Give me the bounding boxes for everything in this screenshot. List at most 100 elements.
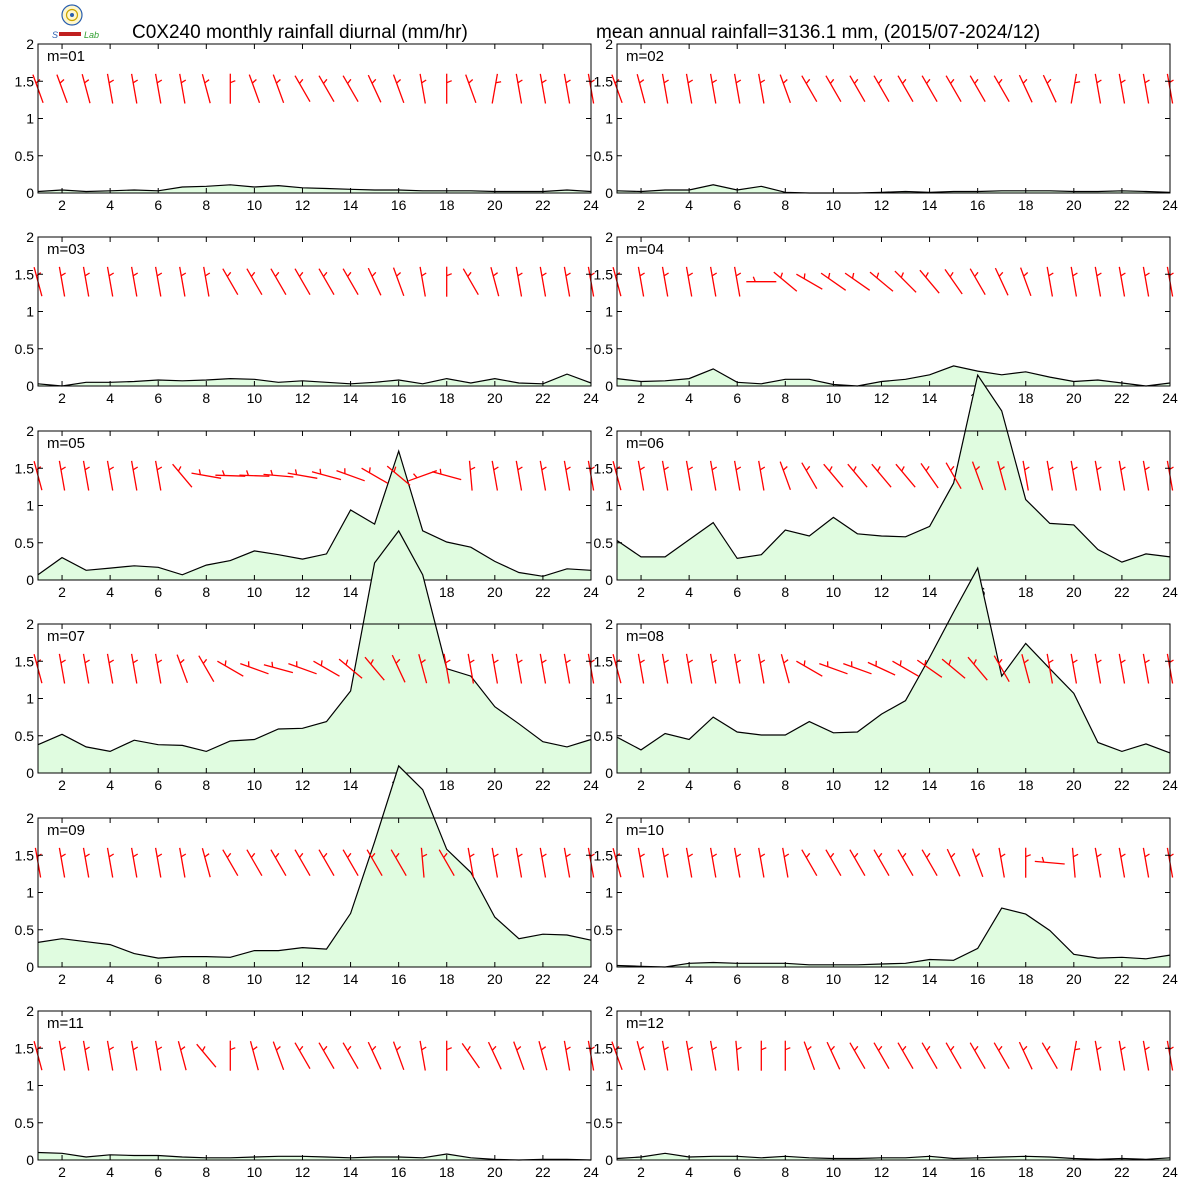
wind-barb — [246, 849, 263, 877]
wind-barb — [733, 847, 742, 878]
wind-barb — [661, 266, 669, 297]
x-tick-label: 4 — [106, 777, 114, 793]
wind-barb — [82, 266, 90, 297]
y-tick-label: 0 — [605, 185, 613, 201]
wind-barb — [873, 75, 890, 103]
y-tick-label: 0.5 — [15, 922, 35, 938]
wind-barb — [1022, 460, 1030, 491]
wind-barb — [823, 463, 844, 488]
x-tick-label: 2 — [637, 584, 645, 600]
wind-barb — [1094, 1040, 1102, 1071]
x-tick-label: 24 — [583, 971, 599, 987]
x-tick-label: 2 — [637, 1164, 645, 1180]
x-tick-label: 20 — [1066, 777, 1082, 793]
x-tick-label: 20 — [487, 390, 503, 406]
wind-barb — [758, 73, 766, 104]
x-tick-label: 16 — [970, 777, 986, 793]
wind-barb — [969, 268, 986, 296]
x-tick-label: 22 — [535, 390, 551, 406]
x-tick-label: 12 — [874, 1164, 890, 1180]
rain-line — [37, 184, 592, 193]
x-tick-label: 24 — [1162, 777, 1178, 793]
wind-barb — [843, 661, 872, 675]
wind-barb — [709, 653, 718, 684]
y-tick-label: 2 — [26, 229, 34, 245]
y-tick-label: 1.5 — [15, 460, 35, 476]
wind-barb — [796, 273, 823, 290]
wind-barb — [1142, 847, 1150, 878]
wind-barb — [443, 653, 451, 684]
x-tick-label: 20 — [487, 777, 503, 793]
wind-barb — [106, 73, 115, 104]
wind-barb — [563, 266, 571, 297]
x-tick-label: 18 — [439, 1164, 455, 1180]
y-tick-label: 2 — [26, 423, 34, 439]
x-tick-label: 6 — [154, 1164, 162, 1180]
x-tick-label: 14 — [922, 1164, 938, 1180]
wind-barb — [58, 1040, 66, 1071]
wind-barb — [130, 460, 139, 491]
wind-barb — [179, 847, 187, 878]
y-tick-label: 1 — [605, 304, 613, 320]
wind-barb — [82, 1040, 90, 1071]
x-tick-label: 2 — [637, 390, 645, 406]
wind-barb — [217, 660, 244, 677]
x-tick-label: 10 — [826, 390, 842, 406]
x-tick-label: 24 — [583, 777, 599, 793]
wind-barb — [172, 463, 193, 488]
wind-barb — [342, 1042, 359, 1070]
x-tick-label: 16 — [391, 197, 407, 213]
x-tick-label: 2 — [58, 777, 66, 793]
y-tick-label: 1 — [26, 691, 34, 707]
wind-barb — [849, 75, 866, 103]
y-tick-label: 1 — [26, 885, 34, 901]
x-tick-label: 8 — [781, 777, 789, 793]
wind-barb — [945, 1042, 962, 1070]
y-tick-label: 0 — [26, 1152, 34, 1168]
x-tick-label: 18 — [1018, 390, 1034, 406]
wind-barb — [367, 74, 382, 103]
wind-barb — [491, 847, 499, 878]
wind-barb — [446, 266, 452, 297]
wind-barb — [637, 653, 645, 684]
wind-barb — [491, 73, 502, 104]
y-tick-label: 1 — [605, 498, 613, 514]
wind-barb — [1142, 1040, 1150, 1071]
wind-barb — [685, 73, 694, 104]
wind-barb — [263, 661, 294, 674]
wind-barb — [685, 1040, 694, 1071]
wind-barb — [969, 1042, 986, 1070]
figure-title-left: C0X240 monthly rainfall diurnal (mm/hr) — [132, 22, 468, 43]
wind-barb — [438, 849, 455, 877]
x-tick-label: 24 — [583, 197, 599, 213]
rain-area — [38, 765, 591, 967]
x-tick-label: 6 — [733, 1164, 741, 1180]
wind-barb — [685, 266, 694, 297]
rain-line — [37, 529, 592, 753]
wind-barb — [1021, 654, 1031, 684]
wind-barb — [803, 1041, 816, 1071]
wind-barb — [709, 266, 718, 297]
wind-barb — [539, 460, 547, 491]
wind-barb — [1025, 847, 1031, 878]
wind-barb — [272, 74, 285, 104]
wind-barb — [179, 73, 187, 104]
x-tick-label: 14 — [343, 971, 359, 987]
wind-barb — [239, 470, 270, 477]
x-tick-label: 10 — [247, 971, 263, 987]
y-tick-label: 0 — [605, 959, 613, 975]
x-tick-label: 20 — [1066, 971, 1082, 987]
rain-line — [37, 764, 592, 959]
wind-barb — [419, 73, 427, 104]
rain-line — [616, 365, 1171, 387]
wind-barb — [288, 661, 317, 675]
wind-barb — [796, 660, 823, 677]
rain-area — [38, 374, 591, 386]
x-tick-label: 14 — [343, 197, 359, 213]
y-tick-label: 1 — [26, 498, 34, 514]
x-tick-label: 12 — [874, 971, 890, 987]
y-tick-label: 2 — [605, 616, 613, 632]
x-tick-label: 10 — [826, 971, 842, 987]
